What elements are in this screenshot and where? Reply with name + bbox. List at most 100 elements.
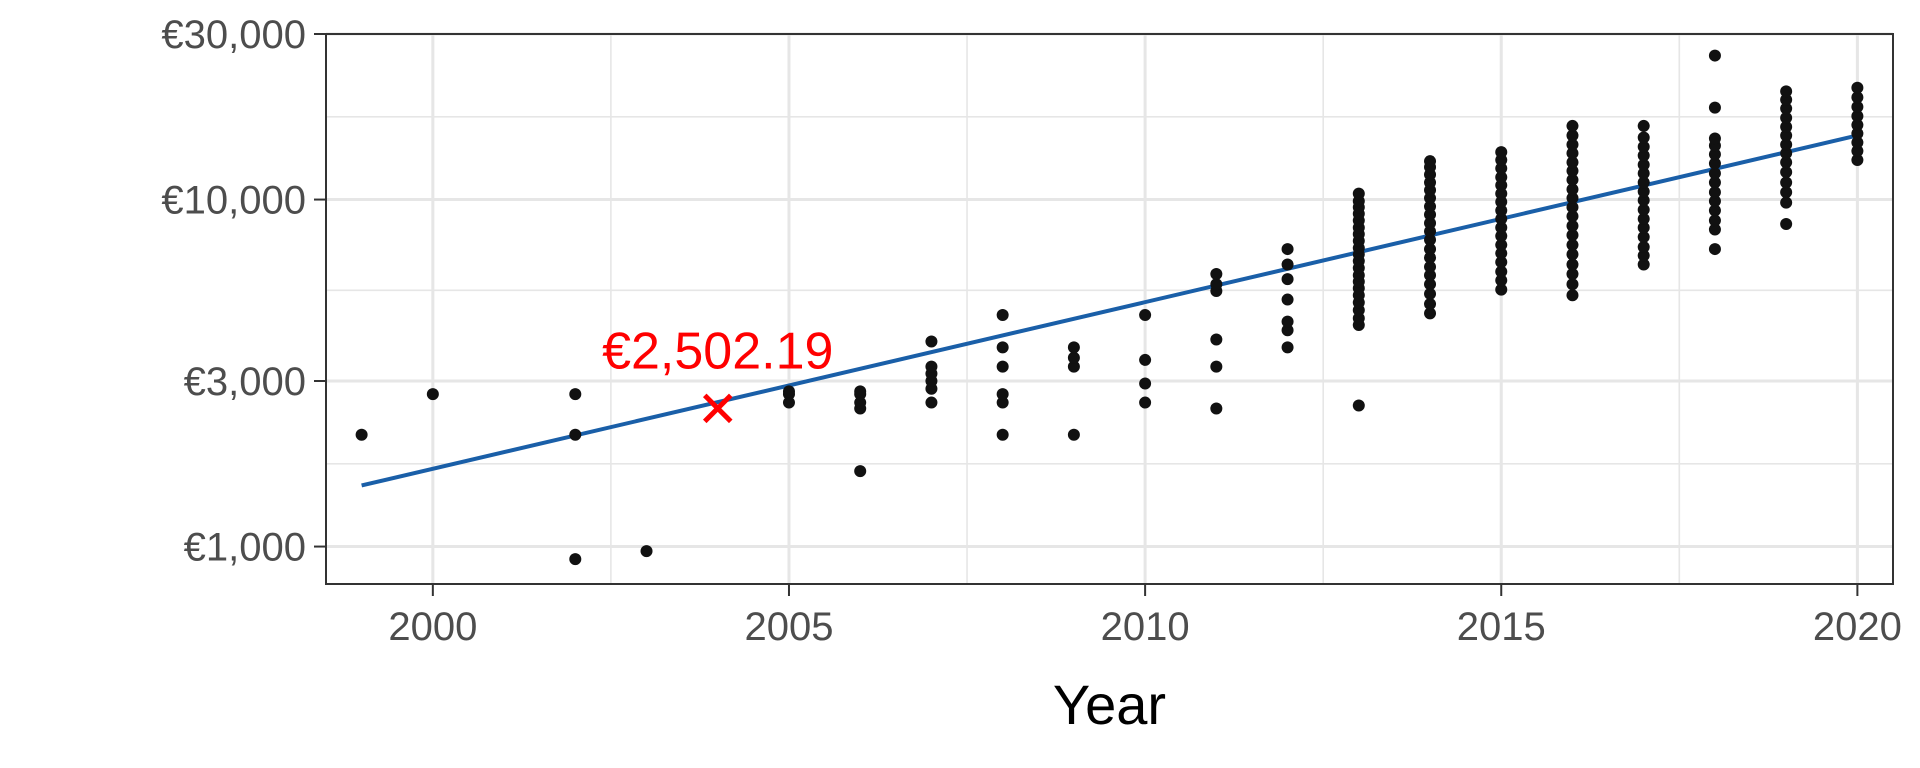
- data-point: [1851, 154, 1864, 167]
- data-point: [1424, 287, 1437, 300]
- data-point: [1495, 212, 1508, 225]
- data-point: [1495, 256, 1508, 269]
- data-point: [1708, 243, 1721, 256]
- data-point: [996, 341, 1009, 354]
- data-point: [1780, 176, 1793, 189]
- data-point: [1495, 283, 1508, 296]
- data-point: [1851, 145, 1864, 158]
- data-point: [1637, 167, 1650, 180]
- highlight-group: €2,502.19: [602, 322, 833, 424]
- data-point: [1708, 195, 1721, 208]
- data-point: [996, 388, 1009, 401]
- y-tick-label: €1,000: [184, 526, 306, 570]
- data-point: [1708, 186, 1721, 199]
- data-point: [426, 388, 439, 401]
- y-axis: €1,000 €3,000 €10,000 €30,000: [161, 13, 326, 570]
- data-point: [1067, 341, 1080, 354]
- data-point: [1566, 268, 1579, 281]
- data-points: [355, 49, 1864, 566]
- data-point: [1495, 204, 1508, 217]
- data-point: [1067, 360, 1080, 373]
- data-point: [1851, 81, 1864, 94]
- data-point: [1566, 129, 1579, 142]
- data-point: [1637, 258, 1650, 271]
- data-point: [1139, 308, 1152, 321]
- data-point: [1210, 402, 1223, 415]
- data-point: [1566, 238, 1579, 251]
- data-point: [1566, 210, 1579, 223]
- data-point: [1637, 240, 1650, 253]
- data-point: [1424, 260, 1437, 273]
- data-point: [1495, 265, 1508, 278]
- data-point: [1780, 196, 1793, 209]
- data-point: [1424, 278, 1437, 291]
- data-point: [1495, 238, 1508, 251]
- data-point: [1566, 164, 1579, 177]
- data-point: [1139, 377, 1152, 390]
- data-point: [1780, 156, 1793, 169]
- data-point: [1708, 176, 1721, 189]
- data-point: [925, 335, 938, 348]
- data-point: [854, 385, 867, 398]
- data-point: [996, 396, 1009, 409]
- data-point: [1495, 230, 1508, 243]
- data-point: [1495, 171, 1508, 184]
- data-point: [1566, 119, 1579, 132]
- highlight-label: €2,502.19: [602, 322, 833, 380]
- data-point: [1424, 217, 1437, 230]
- data-point: [1424, 243, 1437, 256]
- data-point: [1210, 268, 1223, 281]
- data-point: [854, 465, 867, 478]
- data-point: [1708, 204, 1721, 217]
- data-point: [1067, 351, 1080, 364]
- data-point: [1424, 269, 1437, 282]
- data-point: [1851, 110, 1864, 123]
- data-point: [1780, 147, 1793, 160]
- data-point: [1139, 396, 1152, 409]
- data-point: [1637, 131, 1650, 144]
- data-point: [1566, 229, 1579, 242]
- data-point: [1637, 140, 1650, 153]
- data-point: [1851, 136, 1864, 149]
- plot-frame: [325, 33, 1894, 585]
- x-tick-label: 2000: [388, 605, 477, 649]
- data-point: [1566, 156, 1579, 169]
- data-point: [1637, 212, 1650, 225]
- y-tick-label: €10,000: [161, 179, 306, 223]
- data-point: [1566, 258, 1579, 271]
- trend-line-group: [361, 133, 1858, 488]
- data-point: [996, 360, 1009, 373]
- data-point: [1566, 289, 1579, 302]
- data-point: [569, 553, 582, 566]
- data-point: [1210, 360, 1223, 373]
- data-point: [1637, 158, 1650, 171]
- data-point: [1708, 157, 1721, 170]
- data-point: [782, 396, 795, 409]
- data-point: [854, 396, 867, 409]
- data-point: [1281, 341, 1294, 354]
- data-point: [1566, 138, 1579, 151]
- data-point: [1780, 138, 1793, 151]
- data-point: [925, 396, 938, 409]
- data-point: [1780, 111, 1793, 124]
- y-tick-label: €3,000: [184, 360, 306, 404]
- data-point: [1708, 167, 1721, 180]
- data-point: [782, 385, 795, 398]
- data-point: [1637, 203, 1650, 216]
- data-point: [1780, 218, 1793, 231]
- data-point: [1566, 201, 1579, 214]
- data-point: [1352, 399, 1365, 412]
- data-point: [1851, 119, 1864, 132]
- data-point: [1708, 101, 1721, 114]
- data-point: [996, 428, 1009, 441]
- data-point: [1780, 129, 1793, 142]
- x-axis-title: Year: [1053, 673, 1166, 736]
- x-tick-label: 2005: [744, 605, 833, 649]
- x-tick-label: 2020: [1813, 605, 1902, 649]
- data-point: [640, 545, 653, 558]
- data-point: [1281, 324, 1294, 337]
- data-point: [1780, 120, 1793, 133]
- data-point: [1851, 100, 1864, 113]
- data-point: [1139, 353, 1152, 366]
- data-point: [1637, 185, 1650, 198]
